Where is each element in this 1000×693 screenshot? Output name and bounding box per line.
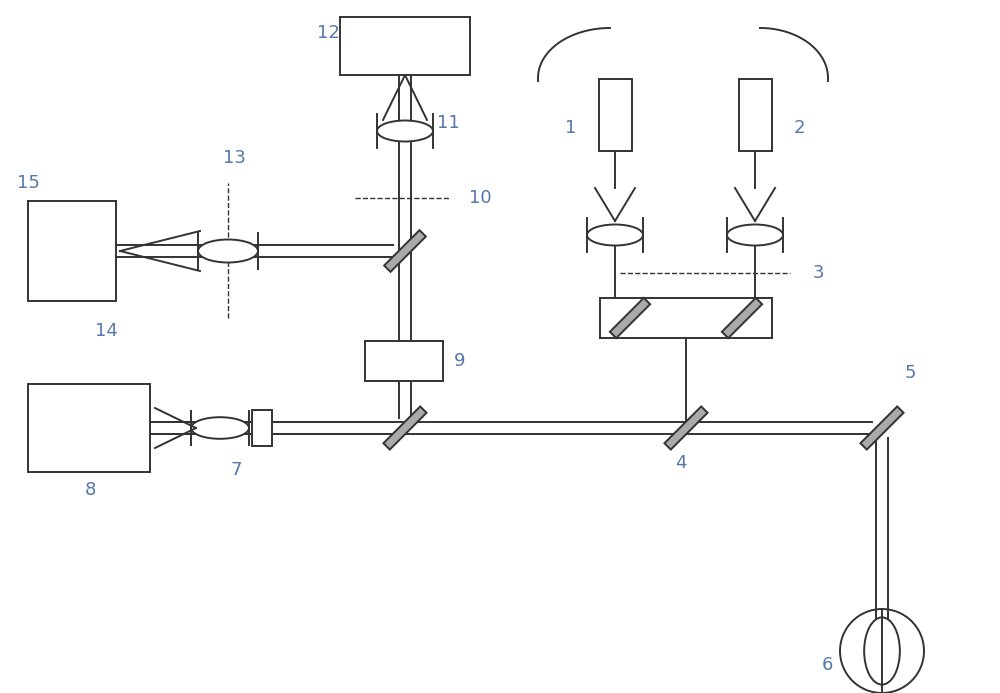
Bar xyxy=(252,410,272,446)
Bar xyxy=(28,201,116,301)
Bar xyxy=(365,341,443,381)
Bar xyxy=(340,17,470,75)
Polygon shape xyxy=(610,298,650,338)
Polygon shape xyxy=(860,406,904,450)
Text: 11: 11 xyxy=(437,114,459,132)
Ellipse shape xyxy=(198,240,258,263)
Text: 7: 7 xyxy=(230,461,242,479)
Text: 14: 14 xyxy=(95,322,117,340)
Polygon shape xyxy=(384,230,426,272)
Ellipse shape xyxy=(864,617,900,685)
Polygon shape xyxy=(722,298,762,338)
Bar xyxy=(28,384,150,472)
Text: 3: 3 xyxy=(812,264,824,282)
Text: 5: 5 xyxy=(904,364,916,382)
Text: 4: 4 xyxy=(675,454,687,472)
Text: 10: 10 xyxy=(469,189,491,207)
Ellipse shape xyxy=(587,225,643,245)
Text: 2: 2 xyxy=(793,119,805,137)
Bar xyxy=(738,79,772,151)
Ellipse shape xyxy=(191,417,249,439)
Bar xyxy=(598,79,632,151)
Polygon shape xyxy=(383,406,427,450)
Text: 9: 9 xyxy=(454,352,466,370)
Text: 6: 6 xyxy=(821,656,833,674)
Polygon shape xyxy=(664,406,708,450)
Text: 15: 15 xyxy=(17,174,39,192)
Text: 12: 12 xyxy=(317,24,339,42)
Text: 13: 13 xyxy=(223,149,245,167)
Ellipse shape xyxy=(377,121,433,141)
Text: 8: 8 xyxy=(84,481,96,499)
Ellipse shape xyxy=(727,225,783,245)
Text: 1: 1 xyxy=(565,119,577,137)
